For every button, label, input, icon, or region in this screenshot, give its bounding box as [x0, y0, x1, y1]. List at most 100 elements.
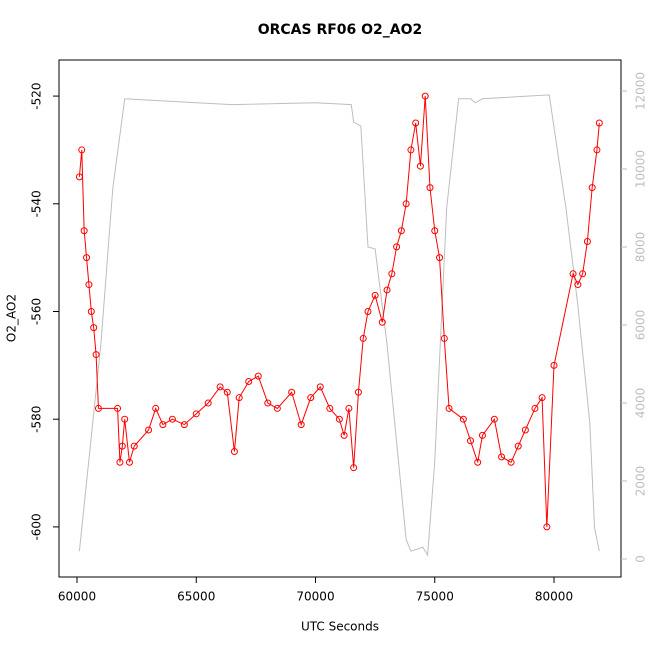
data-point — [583, 237, 591, 245]
data-point — [254, 372, 262, 380]
data-point — [78, 146, 86, 154]
y-tick-label: -560 — [30, 298, 44, 325]
data-point — [388, 270, 396, 278]
y-axis-title: O2_AO2 — [5, 294, 19, 342]
data-point — [340, 431, 348, 439]
data-point — [359, 334, 367, 342]
data-point — [80, 227, 88, 235]
data-point — [335, 415, 343, 423]
y2-tick-label: 0 — [634, 555, 648, 563]
data-point — [538, 394, 546, 402]
y2-tick-label: 6000 — [634, 310, 648, 341]
y-tick-label: -520 — [30, 82, 44, 109]
data-point — [490, 415, 498, 423]
data-point — [192, 410, 200, 418]
data-point — [412, 119, 420, 127]
y-tick-label: -580 — [30, 406, 44, 433]
data-point — [407, 146, 415, 154]
data-point — [159, 421, 167, 429]
x-axis-title: UTC Seconds — [301, 620, 379, 634]
data-point — [474, 458, 482, 466]
data-point — [371, 291, 379, 299]
data-point — [421, 92, 429, 100]
data-point — [440, 334, 448, 342]
data-point — [543, 523, 551, 531]
data-point — [574, 281, 582, 289]
data-point — [383, 286, 391, 294]
data-point — [521, 426, 529, 434]
data-point — [426, 184, 434, 192]
data-point — [116, 458, 124, 466]
data-point — [579, 270, 587, 278]
data-point — [478, 431, 486, 439]
plot-frame — [58, 59, 622, 578]
data-point — [416, 162, 424, 170]
y-tick-label: -600 — [30, 513, 44, 540]
data-point — [216, 383, 224, 391]
data-point — [223, 388, 231, 396]
x-tick-label: 60000 — [58, 590, 96, 604]
x-tick-label: 70000 — [296, 590, 334, 604]
data-point — [168, 415, 176, 423]
data-point — [354, 388, 362, 396]
x-tick-label: 80000 — [535, 590, 573, 604]
y2-tick-label: 2000 — [634, 466, 648, 497]
data-point — [345, 404, 353, 412]
data-point — [85, 281, 93, 289]
data-point — [498, 453, 506, 461]
data-point — [350, 464, 358, 472]
y2-tick-label: 4000 — [634, 388, 648, 419]
y-tick-label: -540 — [30, 190, 44, 217]
data-point — [94, 404, 102, 412]
x-tick-label: 65000 — [177, 590, 215, 604]
data-point — [230, 448, 238, 456]
data-point — [307, 394, 315, 402]
y2-tick-label: 12000 — [634, 72, 648, 110]
data-point — [531, 404, 539, 412]
data-point — [595, 119, 603, 127]
series-line — [78, 96, 600, 527]
data-point — [569, 270, 577, 278]
data-point — [245, 378, 253, 386]
data-point — [121, 415, 129, 423]
data-point — [514, 442, 522, 450]
data-point — [288, 388, 296, 396]
data-point — [90, 324, 98, 332]
data-point — [87, 307, 95, 315]
data-point — [459, 415, 467, 423]
data-point — [588, 184, 596, 192]
data-point — [145, 426, 153, 434]
data-point — [364, 307, 372, 315]
data-point — [92, 351, 100, 359]
data-point — [393, 243, 401, 251]
x-tick-label: 75000 — [416, 590, 454, 604]
data-point — [593, 146, 601, 154]
data-point — [402, 200, 410, 208]
data-point — [445, 404, 453, 412]
data-point — [152, 404, 160, 412]
data-point — [130, 442, 138, 450]
data-point — [431, 227, 439, 235]
data-point — [83, 254, 91, 262]
series-line — [78, 94, 600, 557]
data-point — [75, 173, 83, 181]
y2-tick-label: 8000 — [634, 232, 648, 263]
data-point — [326, 404, 334, 412]
data-point — [507, 458, 515, 466]
data-point — [550, 361, 558, 369]
data-point — [204, 399, 212, 407]
data-point — [297, 421, 305, 429]
data-point — [273, 404, 281, 412]
data-point — [114, 404, 122, 412]
data-point — [316, 383, 324, 391]
data-point — [467, 437, 475, 445]
data-point — [118, 442, 126, 450]
data-point — [264, 399, 272, 407]
data-point — [436, 254, 444, 262]
data-point — [180, 421, 188, 429]
data-point — [397, 227, 405, 235]
chart-title: ORCAS RF06 O2_AO2 — [258, 22, 423, 38]
data-point — [125, 458, 133, 466]
data-point — [235, 394, 243, 402]
